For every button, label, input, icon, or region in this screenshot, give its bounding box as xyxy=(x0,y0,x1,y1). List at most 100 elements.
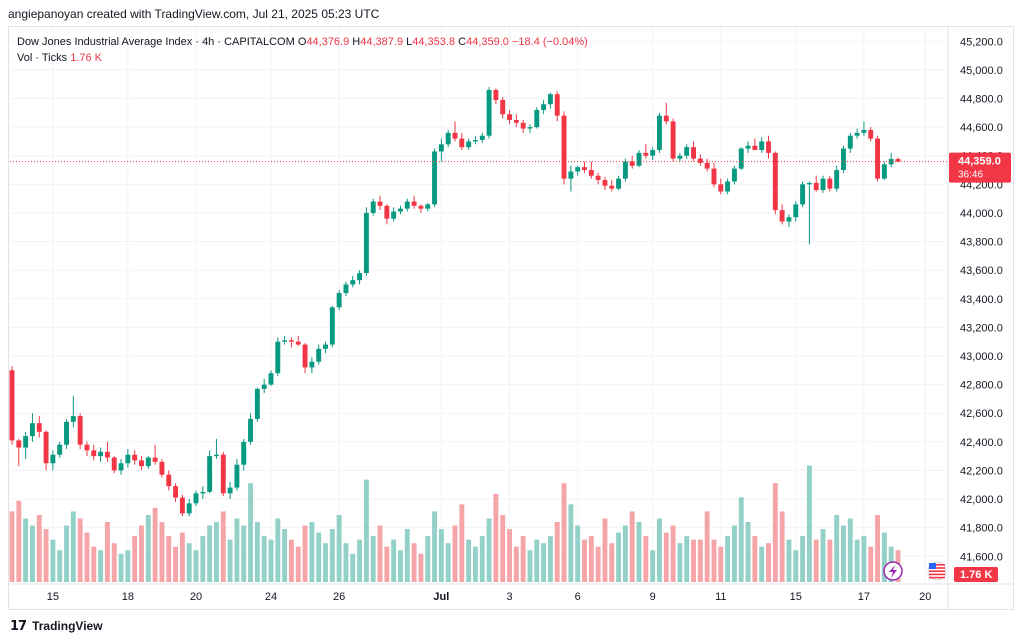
volume-bar xyxy=(691,540,696,582)
candle-body xyxy=(241,442,246,465)
candle-body xyxy=(173,486,178,497)
candle-body xyxy=(412,202,417,206)
legend-low-value: 44,353.8 xyxy=(412,36,455,48)
volume-bar xyxy=(671,526,676,582)
candle-body xyxy=(787,217,792,221)
volume-bar xyxy=(282,529,287,582)
volume-bar xyxy=(521,536,526,582)
candle-body xyxy=(187,503,192,513)
volume-bar xyxy=(848,518,853,582)
volume-bar xyxy=(875,515,880,582)
volume-bar xyxy=(500,515,505,582)
candle-body xyxy=(861,130,866,133)
candle-body xyxy=(800,184,805,204)
volume-bar xyxy=(44,529,49,582)
legend-change: −18.4 (−0.04%) xyxy=(512,36,588,48)
volume-bar xyxy=(159,522,164,582)
candle-body xyxy=(159,462,164,475)
candle-body xyxy=(466,141,471,147)
volume-bar xyxy=(746,522,751,582)
x-tick-label: 20 xyxy=(919,591,931,603)
volume-bar xyxy=(78,518,83,582)
legend-close-value: 44,359.0 xyxy=(466,36,509,48)
y-tick-label: 42,000.0 xyxy=(960,494,1003,506)
volume-bar xyxy=(841,526,846,582)
candle-body xyxy=(432,151,437,204)
volume-bar xyxy=(91,547,96,582)
volume-bar xyxy=(146,515,151,582)
volume-bar xyxy=(112,543,117,582)
volume-bar xyxy=(780,511,785,582)
candle-body xyxy=(555,94,560,115)
candle-body xyxy=(309,362,314,368)
volume-bar xyxy=(344,543,349,582)
candle-body xyxy=(725,181,730,191)
candle-body xyxy=(473,140,478,141)
x-tick-label: 9 xyxy=(650,591,656,603)
volume-bar xyxy=(57,550,62,582)
candle-body xyxy=(194,493,199,503)
candle-body xyxy=(262,385,267,389)
candles xyxy=(10,87,901,516)
candle-body xyxy=(500,100,505,114)
candle-body xyxy=(616,179,621,189)
candle-body xyxy=(848,136,853,149)
candle-body xyxy=(657,116,662,150)
candle-body xyxy=(289,340,294,341)
volume-bar xyxy=(241,526,246,582)
volume-bar xyxy=(228,540,233,582)
candle-body xyxy=(357,273,362,280)
candle-body xyxy=(528,127,533,128)
candle-body xyxy=(677,156,682,159)
candle-body xyxy=(16,440,21,447)
candle-body xyxy=(746,146,751,149)
candle-body xyxy=(91,450,96,456)
candle-body xyxy=(418,206,423,209)
candle-body xyxy=(425,204,430,208)
candle-body xyxy=(405,202,410,209)
y-tick-label: 44,600.0 xyxy=(960,122,1003,134)
y-tick-label: 43,000.0 xyxy=(960,351,1003,363)
candle-body xyxy=(85,445,90,451)
volume-bar xyxy=(71,511,76,582)
candle-body xyxy=(650,150,655,156)
candle-body xyxy=(521,123,526,129)
candle-body xyxy=(671,121,676,158)
candle-body xyxy=(732,169,737,182)
legend-volume-label[interactable]: Vol · Ticks xyxy=(17,52,67,64)
volume-bar xyxy=(303,526,308,582)
legend-ohlc-row: Dow Jones Industrial Average Index · 4h … xyxy=(17,34,588,50)
volume-bar xyxy=(637,522,642,582)
candle-body xyxy=(57,445,62,455)
footer-brand[interactable]: 𝟭𝟳 TradingView xyxy=(10,618,103,634)
candle-body xyxy=(78,416,83,445)
volume-bar xyxy=(255,522,260,582)
volume-bar xyxy=(357,540,362,582)
volume-bar xyxy=(289,540,294,582)
volume-bar xyxy=(725,536,730,582)
candle-body xyxy=(575,167,580,171)
candle-body xyxy=(200,492,205,493)
candle-body xyxy=(487,90,492,136)
volume-bar xyxy=(262,536,267,582)
volume-bar xyxy=(23,518,28,582)
volume-bar xyxy=(214,522,219,582)
volume-bar xyxy=(834,515,839,582)
volume-bar xyxy=(698,540,703,582)
volume-bar xyxy=(316,533,321,582)
volume-bar xyxy=(643,536,648,582)
volume-bar xyxy=(153,508,158,582)
candle-body xyxy=(344,284,349,293)
y-tick-label: 43,600.0 xyxy=(960,265,1003,277)
volume-bar xyxy=(684,536,689,582)
candle-body xyxy=(303,345,308,368)
volume-bar xyxy=(562,483,567,582)
candle-body xyxy=(712,169,717,185)
candle-body xyxy=(378,202,383,206)
legend-symbol[interactable]: Dow Jones Industrial Average Index · 4h … xyxy=(17,36,295,48)
legend-volume-row: Vol · Ticks 1.76 K xyxy=(17,50,588,66)
volume-bar xyxy=(371,536,376,582)
candle-body xyxy=(323,345,328,349)
volume-bar xyxy=(623,526,628,582)
